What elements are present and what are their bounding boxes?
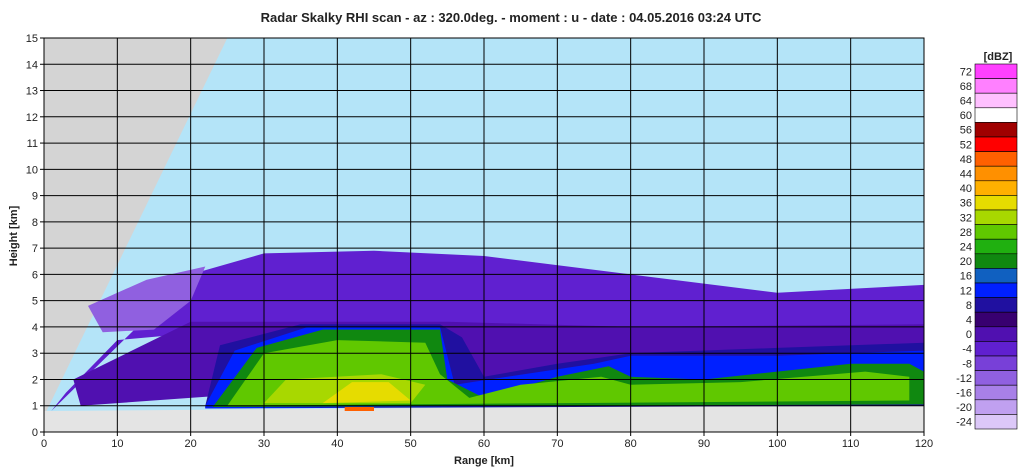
colorbar-level-label: 56	[960, 125, 972, 137]
colorbar-level-label: 72	[960, 66, 972, 78]
colorbar-swatch	[974, 282, 1018, 298]
y-tick-label: 10	[26, 164, 38, 176]
y-tick-label: 7	[32, 243, 38, 255]
colorbar-level-label: 12	[960, 285, 972, 297]
x-tick-label: 40	[331, 438, 343, 450]
y-tick-label: 4	[32, 322, 38, 334]
colorbar-swatch	[974, 136, 1018, 152]
y-tick-label: 13	[26, 86, 38, 98]
x-tick-label: 60	[478, 438, 490, 450]
y-tick-label: 3	[32, 348, 38, 360]
colorbar-swatch	[974, 341, 1018, 357]
colorbar-level-label: 36	[960, 198, 972, 210]
y-tick-label: 9	[32, 191, 38, 203]
colorbar-level-label: -8	[962, 358, 972, 370]
colorbar-swatch	[974, 384, 1018, 401]
colorbar-swatch	[974, 209, 1018, 225]
colorbar-level-label: 52	[960, 139, 972, 151]
colorbar-level-label: 0	[966, 329, 972, 341]
colorbar-swatch	[974, 78, 1018, 94]
x-tick-label: 90	[698, 438, 710, 450]
colorbar-level-label: 48	[960, 154, 972, 166]
y-tick-label: 14	[26, 59, 38, 71]
colorbar-level-label: 4	[966, 315, 972, 327]
colorbar-level-label: 20	[960, 256, 972, 268]
colorbar-swatch	[974, 414, 1018, 430]
colorbar-level-label: 44	[960, 169, 972, 181]
colorbar-level-label: -12	[956, 373, 972, 385]
colorbar-level-label: -16	[956, 388, 972, 400]
echo-region-10	[344, 407, 374, 411]
colorbar-swatch	[974, 107, 1018, 123]
colorbar-swatch	[974, 253, 1018, 269]
colorbar-swatch	[974, 151, 1018, 167]
x-tick-label: 100	[768, 438, 786, 450]
x-tick-label: 50	[405, 438, 417, 450]
y-tick-label: 2	[32, 374, 38, 386]
colorbar-swatch	[974, 195, 1018, 211]
colorbar-swatch	[974, 399, 1018, 415]
y-tick-label: 0	[32, 427, 38, 439]
colorbar-level-label: 16	[960, 271, 972, 283]
colorbar-level-label: -4	[962, 344, 972, 356]
colorbar-level-label: 68	[960, 81, 972, 93]
echo-region-9	[322, 382, 411, 404]
x-tick-label: 30	[258, 438, 270, 450]
echo-region-1	[51, 250, 925, 411]
colorbar-level-label: 28	[960, 227, 972, 239]
y-tick-label: 15	[26, 33, 38, 45]
x-tick-label: 70	[551, 438, 563, 450]
x-tick-label: 120	[915, 438, 933, 450]
x-axis-label: Range [km]	[454, 455, 514, 467]
colorbar-swatch	[974, 63, 1018, 79]
plot-frame	[43, 37, 925, 433]
colorbar-legend: [dBZ] 7268646056524844403632282420161284…	[956, 51, 1018, 430]
colorbar-swatch	[974, 165, 1018, 182]
colorbar-level-label: 60	[960, 110, 972, 122]
colorbar-swatch	[974, 92, 1018, 109]
x-tick-label: 10	[111, 438, 123, 450]
y-tick-label: 5	[32, 296, 38, 308]
colorbar-swatch	[974, 180, 1018, 196]
out-of-scan-area	[44, 38, 228, 417]
colorbar-level-label: -24	[956, 417, 972, 429]
colorbar-swatch	[974, 238, 1018, 255]
y-tick-label: 1	[32, 401, 38, 413]
colorbar-level-label: 32	[960, 212, 972, 224]
colorbar-level-label: 40	[960, 183, 972, 195]
colorbar-swatch	[974, 370, 1018, 386]
colorbar-level-label: 24	[960, 242, 972, 254]
x-tick-label: 20	[185, 438, 197, 450]
colorbar-swatch	[974, 326, 1018, 342]
y-tick-label: 11	[27, 138, 38, 150]
colorbar-level-label: 8	[966, 300, 972, 312]
colorbar-swatch	[974, 355, 1018, 371]
colorbar-swatch	[974, 311, 1018, 328]
x-tick-label: 0	[41, 438, 47, 450]
y-tick-label: 6	[32, 269, 38, 281]
y-tick-label: 12	[26, 112, 38, 124]
x-tick-label: 80	[625, 438, 637, 450]
colorbar-level-label: -20	[956, 402, 972, 414]
y-axis-label: Height [km]	[8, 205, 20, 266]
x-tick-label: 110	[842, 438, 860, 450]
colorbar-swatch	[974, 268, 1018, 284]
axes: 0 10 20 30 40 50 60 70 80 90 100 110 120012345678910…	[26, 33, 933, 450]
chart-title: Radar Skalky RHI scan - az : 320.0deg. -…	[261, 10, 762, 25]
colorbar-level-label: 64	[960, 96, 972, 108]
y-tick-label: 8	[32, 217, 38, 229]
colorbar-swatch	[974, 122, 1018, 138]
colorbar-unit: [dBZ]	[984, 51, 1013, 63]
colorbar-swatch	[974, 224, 1018, 240]
colorbar-swatch	[974, 297, 1018, 313]
